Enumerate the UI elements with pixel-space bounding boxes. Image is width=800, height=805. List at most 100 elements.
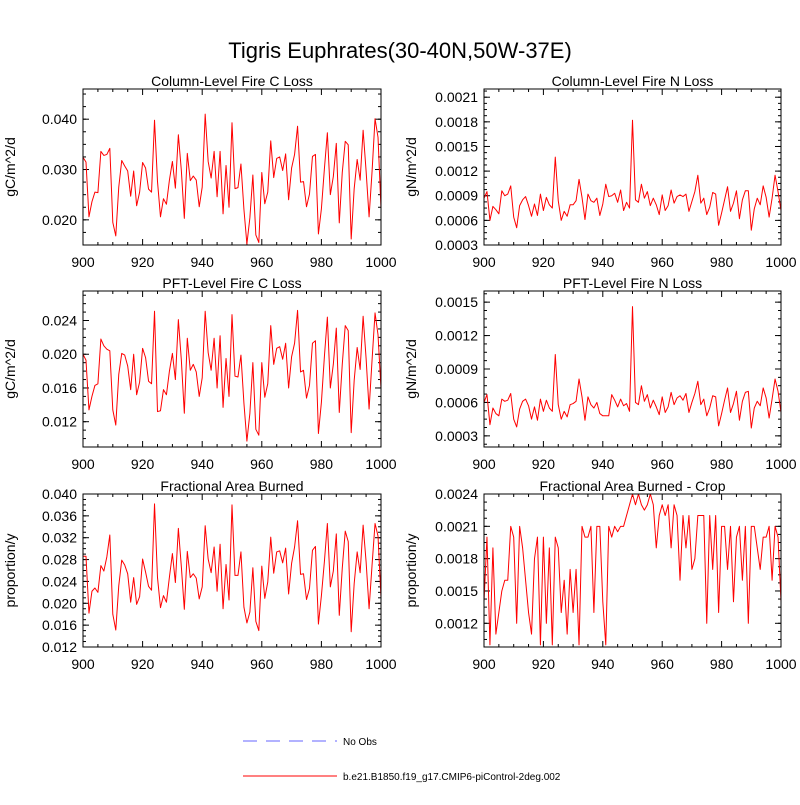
x-tick-label: 920: [131, 656, 155, 672]
panel-6: Fractional Area Burned - Crop proportion/…: [403, 478, 797, 672]
panel-title: PFT-Level Fire C Loss: [162, 275, 301, 291]
y-tick-label: 0.028: [42, 552, 77, 568]
panel-1: Column-Level Fire C Loss gC/m^2/d 900 920 94…: [2, 73, 397, 270]
legend: No Obs b.e21.B1850.f19_g17.CMIP6-piContr…: [243, 737, 561, 783]
y-axis-label: proportion/y: [403, 534, 419, 608]
x-tick-label: 1000: [365, 656, 396, 672]
y-tick-label: 0.032: [42, 530, 77, 546]
y-axis-label: gN/m^2/d: [403, 137, 419, 196]
y-tick-label: 0.0012: [435, 163, 478, 179]
plot-frame: [82, 290, 382, 448]
legend-label-model: b.e21.B1850.f19_g17.CMIP6-piControl-2deg…: [343, 772, 561, 783]
x-tick-label: 940: [591, 254, 615, 270]
plot-frame: [483, 493, 782, 648]
x-tick-label: 980: [710, 456, 734, 472]
panel-title: Fractional Area Burned: [160, 478, 303, 494]
x-tick-label: 980: [310, 456, 334, 472]
legend-entry-no-obs: No Obs: [243, 737, 377, 748]
y-tick-label: 0.0012: [435, 615, 478, 631]
plot-frame: [82, 88, 382, 246]
y-tick-label: 0.020: [42, 212, 77, 228]
x-tick-label: 1000: [765, 656, 796, 672]
y-axis-label: gC/m^2/d: [2, 339, 18, 398]
x-tick-label: 960: [250, 656, 274, 672]
y-tick-label: 0.0003: [435, 237, 478, 253]
x-tick-label: 940: [191, 254, 215, 270]
figure-title: Tigris Euphrates(30-40N,50W-37E): [228, 38, 572, 63]
x-tick-label: 920: [131, 456, 155, 472]
y-tick-label: 0.0012: [435, 328, 478, 344]
y-tick-label: 0.0015: [435, 583, 478, 599]
y-tick-label: 0.020: [42, 346, 77, 362]
y-tick-label: 0.030: [42, 162, 77, 178]
y-tick-label: 0.0024: [435, 486, 478, 502]
y-tick-label: 0.0003: [435, 428, 478, 444]
x-tick-label: 960: [250, 254, 274, 270]
panel-title: Column-Level Fire C Loss: [151, 73, 313, 89]
y-tick-label: 0.040: [42, 486, 77, 502]
panel-2: Column-Level Fire N Loss gN/m^2/d 900 920 94…: [403, 73, 797, 270]
x-tick-label: 1000: [365, 456, 396, 472]
plot-frame: [483, 88, 782, 246]
y-tick-label: 0.016: [42, 380, 77, 396]
panel-title: PFT-Level Fire N Loss: [563, 275, 702, 291]
y-tick-label: 0.0015: [435, 294, 478, 310]
y-axis-label: gC/m^2/d: [2, 137, 18, 196]
x-tick-label: 900: [71, 254, 95, 270]
x-tick-label: 920: [532, 254, 556, 270]
panels: Column-Level Fire C Loss gC/m^2/d 900 920 94…: [2, 73, 797, 672]
y-tick-label: 0.012: [42, 414, 77, 430]
y-tick-label: 0.040: [42, 111, 77, 127]
y-tick-label: 0.0006: [435, 394, 478, 410]
x-tick-label: 900: [472, 254, 496, 270]
y-tick-label: 0.0021: [435, 89, 478, 105]
legend-label-no-obs: No Obs: [343, 737, 377, 748]
panel-3: PFT-Level Fire C Loss gC/m^2/d 900 920 940 96…: [2, 275, 397, 472]
x-tick-label: 960: [651, 254, 675, 270]
plot-frame: [82, 493, 382, 648]
y-tick-label: 0.036: [42, 508, 77, 524]
y-tick-label: 0.0015: [435, 138, 478, 154]
y-tick-label: 0.024: [42, 313, 77, 329]
x-tick-label: 920: [532, 656, 556, 672]
panel-title: Column-Level Fire N Loss: [552, 73, 714, 89]
series-line: [483, 119, 782, 231]
series-line: [82, 309, 382, 442]
plot-frame: [483, 290, 782, 448]
series-line: [82, 113, 382, 245]
panel-5: Fractional Area Burned proportion/y 900 920…: [2, 478, 397, 672]
y-tick-label: 0.0021: [435, 518, 478, 534]
x-tick-label: 960: [651, 656, 675, 672]
y-tick-label: 0.020: [42, 595, 77, 611]
x-tick-label: 960: [651, 456, 675, 472]
x-tick-label: 980: [710, 254, 734, 270]
x-tick-label: 1000: [365, 254, 396, 270]
y-axis-label: gN/m^2/d: [403, 339, 419, 398]
x-tick-label: 980: [310, 254, 334, 270]
y-tick-label: 0.024: [42, 573, 77, 589]
series-line: [83, 503, 382, 633]
x-tick-label: 900: [472, 456, 496, 472]
legend-entry-model: b.e21.B1850.f19_g17.CMIP6-piControl-2deg…: [243, 772, 561, 783]
x-tick-label: 900: [71, 456, 95, 472]
x-tick-label: 980: [710, 656, 734, 672]
x-tick-label: 940: [191, 656, 215, 672]
y-axis-label: proportion/y: [2, 534, 18, 608]
y-tick-label: 0.0018: [435, 114, 478, 130]
series-line: [483, 306, 782, 429]
y-tick-label: 0.0018: [435, 551, 478, 567]
x-tick-label: 920: [532, 456, 556, 472]
series-line: [483, 493, 782, 646]
x-tick-label: 940: [591, 456, 615, 472]
x-tick-label: 960: [250, 456, 274, 472]
x-tick-label: 1000: [765, 254, 796, 270]
y-tick-label: 0.016: [42, 617, 77, 633]
x-tick-label: 1000: [765, 456, 796, 472]
y-tick-label: 0.0009: [435, 188, 478, 204]
panel-title: Fractional Area Burned - Crop: [540, 478, 726, 494]
x-tick-label: 980: [310, 656, 334, 672]
x-tick-label: 940: [191, 456, 215, 472]
panel-4: PFT-Level Fire N Loss gN/m^2/d 900 920 940 96…: [403, 275, 797, 472]
